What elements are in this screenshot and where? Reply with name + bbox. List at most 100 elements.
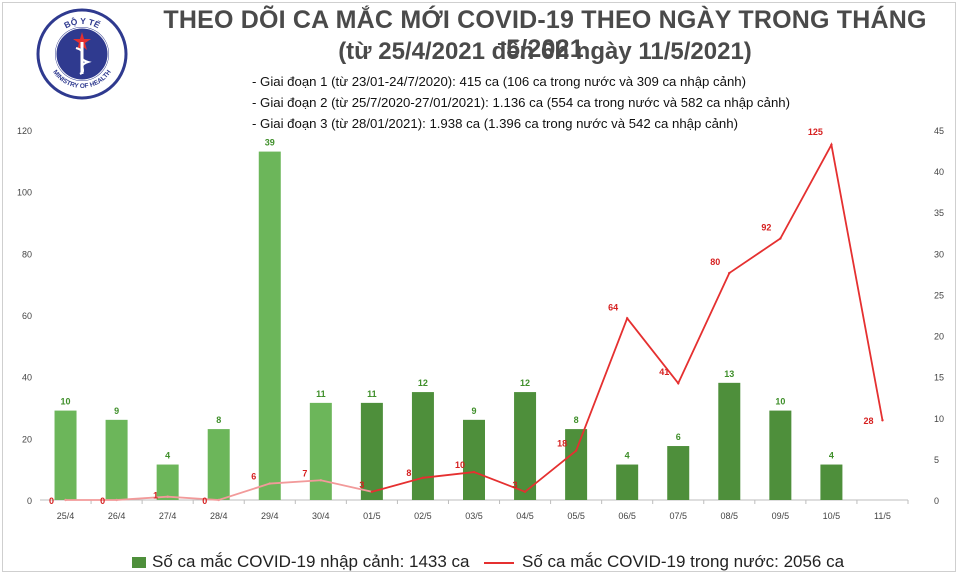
bar <box>309 402 332 500</box>
phase-2-note: - Giai đoạn 2 (từ 25/7/2020-27/01/2021):… <box>252 95 791 110</box>
bar-label: 8 <box>574 415 579 425</box>
line-point <box>677 382 680 385</box>
line-point <box>523 490 527 493</box>
bar-label: 4 <box>829 451 834 461</box>
y-left-tick-label: 40 <box>22 373 32 383</box>
bar-label: 9 <box>114 406 119 416</box>
bar-label: 11 <box>367 389 377 399</box>
y-right-tick-label: 15 <box>934 373 944 383</box>
line-label: 10 <box>455 460 465 470</box>
line-label: 125 <box>808 127 823 137</box>
y-right-tick-label: 20 <box>934 332 944 342</box>
x-tick-label: 04/5 <box>516 511 534 521</box>
bar <box>156 464 179 500</box>
line-point <box>728 271 731 275</box>
bar <box>820 464 843 500</box>
legend-bars: Số ca mắc COVID-19 nhập cảnh: 1433 ca <box>132 552 470 572</box>
y-left-tick-label: 60 <box>22 311 32 321</box>
line-label: 7 <box>302 468 307 478</box>
bar <box>769 410 792 500</box>
bar-label: 4 <box>625 451 630 461</box>
line-label: 1 <box>153 491 158 501</box>
bar-label: 12 <box>418 378 428 388</box>
line-point <box>779 237 782 240</box>
line-label: 92 <box>761 223 771 233</box>
line-label: 0 <box>202 496 207 506</box>
ministry-logo: BỘ Y TẾ MINISTRY OF HEALTH <box>36 8 128 100</box>
bar <box>54 410 77 500</box>
chart-subtitle: (từ 25/4/2021 đến 6h ngày 11/5/2021) <box>338 38 752 65</box>
line-label: 64 <box>608 302 618 312</box>
x-tick-label: 25/4 <box>57 511 75 521</box>
y-left-tick-label: 120 <box>17 126 32 136</box>
logo-top-text: BỘ Y TẾ <box>62 15 102 30</box>
line-label: 41 <box>659 367 669 377</box>
line-label: 0 <box>100 496 105 506</box>
legend-line-swatch <box>484 561 514 564</box>
line-point <box>421 476 425 479</box>
bar-label: 12 <box>520 378 530 388</box>
y-right-tick-label: 0 <box>934 496 939 506</box>
y-right-tick-label: 5 <box>934 455 939 465</box>
line-label: 3 <box>513 480 518 490</box>
bar <box>105 419 128 500</box>
line-point <box>268 482 271 485</box>
x-tick-label: 06/5 <box>618 511 636 521</box>
x-tick-label: 26/4 <box>108 511 126 521</box>
legend-line-label: Số ca mắc COVID-19 trong nước: 2056 ca <box>522 552 845 571</box>
y-right-tick-label: 10 <box>934 414 944 424</box>
bar <box>463 419 485 500</box>
line-label: 0 <box>49 496 54 506</box>
bar-label: 10 <box>61 397 71 407</box>
phase-1-note: - Giai đoạn 1 (từ 23/01-24/7/2020): 415 … <box>252 74 747 89</box>
line-label: 3 <box>359 480 364 490</box>
line-point <box>166 495 169 498</box>
line-point <box>115 498 118 502</box>
x-tick-label: 30/4 <box>312 511 330 521</box>
chart-title: THEO DÕI CA MẮC MỚI COVID-19 THEO NGÀY T… <box>163 6 927 63</box>
x-tick-label: 08/5 <box>721 511 739 521</box>
bar-label: 11 <box>316 389 326 399</box>
line-point <box>830 143 833 146</box>
bar <box>667 446 690 500</box>
bar <box>207 429 230 500</box>
y-right-tick-label: 30 <box>934 249 944 259</box>
y-left-tick-label: 80 <box>22 249 32 259</box>
legend-bar-label: Số ca mắc COVID-19 nhập cảnh: 1433 ca <box>152 552 470 571</box>
bar <box>718 382 741 500</box>
legend-line: Số ca mắc COVID-19 trong nước: 2056 ca <box>484 552 844 572</box>
bar <box>360 402 383 500</box>
y-left-tick-label: 20 <box>22 434 32 444</box>
bar-label: 13 <box>724 369 734 379</box>
line-point <box>217 498 220 502</box>
x-tick-label: 29/4 <box>261 511 279 521</box>
line-point <box>64 498 67 502</box>
x-tick-label: 01/5 <box>363 511 381 521</box>
x-tick-label: 10/5 <box>823 511 841 521</box>
y-right-tick-label: 35 <box>934 208 944 218</box>
bar <box>258 151 281 501</box>
bar-label: 4 <box>165 451 170 461</box>
line-point <box>625 317 629 320</box>
line-label: 80 <box>710 257 720 267</box>
x-tick-label: 02/5 <box>414 511 432 521</box>
legend-bar-swatch <box>132 557 146 569</box>
line-label: 6 <box>251 472 256 482</box>
line-point <box>881 419 884 422</box>
line-point <box>574 449 578 452</box>
line-label: 28 <box>863 416 873 426</box>
line-point <box>319 479 323 482</box>
y-left-tick-label: 100 <box>17 188 32 198</box>
bar-label: 9 <box>471 406 476 416</box>
line-point <box>370 490 374 493</box>
x-tick-label: 28/4 <box>210 511 228 521</box>
bar-label: 10 <box>775 397 785 407</box>
bar <box>514 392 537 500</box>
y-right-tick-label: 25 <box>934 290 944 300</box>
y-right-tick-label: 45 <box>934 126 944 136</box>
y-right-tick-label: 40 <box>934 167 944 177</box>
phase-3-note: - Giai đoạn 3 (từ 28/01/2021): 1.938 ca … <box>252 116 738 131</box>
bar-label: 39 <box>265 138 275 148</box>
